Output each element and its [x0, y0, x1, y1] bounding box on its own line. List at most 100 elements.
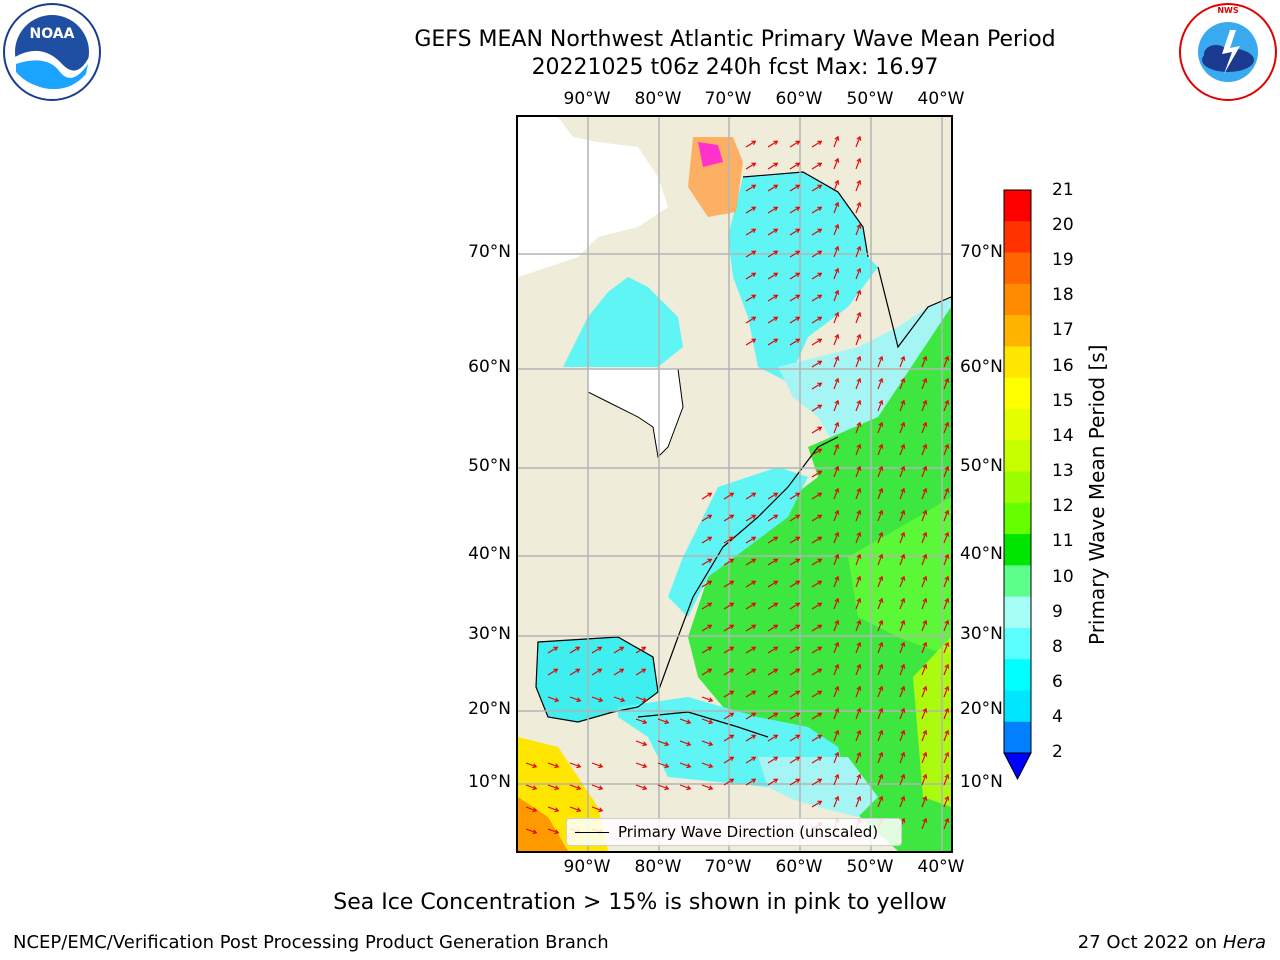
wave-direction-arrow — [877, 356, 883, 368]
wave-direction-arrow — [767, 580, 778, 588]
wave-direction-arrow — [789, 778, 800, 786]
wave-direction-arrowhead — [795, 536, 801, 542]
svg-text:NWS: NWS — [1217, 6, 1239, 15]
wave-direction-arrow — [745, 294, 756, 302]
lon-label-top: 50°W — [846, 89, 894, 109]
wave-direction-arrow — [591, 696, 603, 702]
wave-direction-arrow — [899, 532, 905, 544]
wave-direction-arrowhead — [773, 206, 779, 212]
footer-left: NCEP/EMC/Verification Post Processing Pr… — [13, 932, 609, 953]
wave-direction-arrow — [701, 624, 712, 632]
wave-direction-arrow — [833, 356, 839, 368]
colorbar-swatch — [1004, 690, 1031, 723]
colorbar-swatch — [1004, 627, 1031, 660]
wave-direction-arrow — [811, 338, 822, 346]
wave-direction-arrow — [833, 598, 839, 610]
wave-direction-arrow — [789, 338, 800, 346]
wave-direction-arrowhead — [576, 807, 582, 813]
wave-direction-arrow — [723, 646, 734, 654]
wave-direction-arrow — [789, 184, 800, 192]
wave-direction-arrow — [591, 806, 603, 812]
wave-direction-arrow — [591, 646, 602, 654]
wave-direction-arrowhead — [729, 646, 735, 652]
wave-direction-arrowhead — [642, 785, 648, 791]
wave-direction-arrowhead — [795, 514, 801, 520]
wave-direction-arrowhead — [795, 602, 801, 608]
noaa-logo: NOAA — [2, 2, 102, 102]
wave-direction-arrow — [833, 158, 839, 170]
wave-direction-arrowhead — [817, 602, 823, 608]
wave-direction-arrowhead — [878, 399, 884, 405]
wave-direction-arrowhead — [598, 763, 604, 769]
wave-direction-arrow — [811, 734, 822, 742]
wave-direction-arrowhead — [686, 741, 692, 747]
wave-direction-arrowhead — [554, 785, 560, 791]
wave-direction-arrowhead — [751, 668, 757, 674]
wave-direction-arrowhead — [922, 355, 928, 361]
wave-direction-arrowhead — [817, 734, 823, 740]
wave-direction-arrow — [899, 466, 905, 478]
wave-direction-arrow — [921, 818, 927, 830]
wave-direction-arrowhead — [856, 421, 862, 427]
wave-direction-arrow — [855, 752, 861, 764]
wave-direction-arrowhead — [795, 184, 801, 190]
wave-direction-arrow — [899, 598, 905, 610]
colorbar-tick: 14 — [1052, 426, 1074, 446]
wave-direction-arrow — [855, 422, 861, 434]
colorbar — [1003, 189, 1032, 781]
wave-direction-arrow — [811, 448, 822, 456]
wave-direction-arrowhead — [773, 624, 779, 630]
wave-direction-arrowhead — [900, 641, 906, 647]
wave-direction-arrow — [833, 444, 839, 456]
wave-direction-arrow — [811, 558, 822, 566]
wave-direction-arrowhead — [773, 536, 779, 542]
wave-direction-arrow — [877, 642, 883, 654]
wave-direction-arrow — [745, 206, 756, 214]
wave-direction-arrowhead — [576, 785, 582, 791]
wave-direction-arrowhead — [856, 597, 862, 603]
wave-direction-arrow — [525, 806, 537, 812]
wave-direction-arrow — [833, 202, 839, 214]
wave-direction-arrow — [635, 762, 647, 768]
wave-direction-arrowhead — [817, 536, 823, 542]
wave-direction-arrowhead — [922, 795, 928, 801]
wave-direction-arrow — [679, 740, 691, 746]
wave-direction-arrowhead — [878, 663, 884, 669]
wave-direction-arrow — [745, 184, 756, 192]
legend-line-swatch — [575, 832, 609, 833]
wave-direction-arrow — [767, 184, 778, 192]
wave-direction-arrowhead — [751, 492, 757, 498]
lon-label-top: 80°W — [634, 89, 682, 109]
wave-direction-arrow — [723, 624, 734, 632]
wave-direction-arrowhead — [707, 668, 713, 674]
wave-direction-arrowhead — [576, 763, 582, 769]
wave-direction-arrow — [547, 828, 559, 834]
lon-label-top: 40°W — [917, 89, 965, 109]
wave-direction-arrow — [943, 532, 949, 544]
wave-direction-arrowhead — [834, 597, 840, 603]
wave-direction-arrow — [745, 338, 756, 346]
wave-direction-arrowhead — [922, 465, 928, 471]
wave-direction-arrow — [657, 740, 669, 746]
wave-direction-arrow — [833, 532, 839, 544]
wave-direction-arrow — [855, 400, 861, 412]
wave-direction-arrow — [877, 488, 883, 500]
lat-label-right: 10°N — [960, 772, 1003, 792]
wave-direction-arrow — [921, 708, 927, 720]
wave-direction-arrowhead — [773, 712, 779, 718]
wave-direction-arrow — [855, 290, 861, 302]
wave-direction-arrowhead — [729, 492, 735, 498]
colorbar-extend-triangle — [1003, 752, 1032, 781]
wave-period-map — [518, 117, 951, 851]
wave-direction-arrowhead — [751, 602, 757, 608]
wave-direction-arrowhead — [922, 685, 928, 691]
wave-direction-arrow — [701, 514, 712, 522]
wave-direction-arrow — [569, 646, 580, 654]
colorbar-tick: 13 — [1052, 461, 1074, 481]
colorbar-swatch — [1004, 408, 1031, 441]
wave-direction-arrow — [943, 686, 949, 698]
wave-direction-arrowhead — [834, 289, 840, 295]
wave-direction-arrow — [943, 356, 949, 368]
wave-direction-arrow — [767, 206, 778, 214]
wave-direction-arrow — [877, 466, 883, 478]
